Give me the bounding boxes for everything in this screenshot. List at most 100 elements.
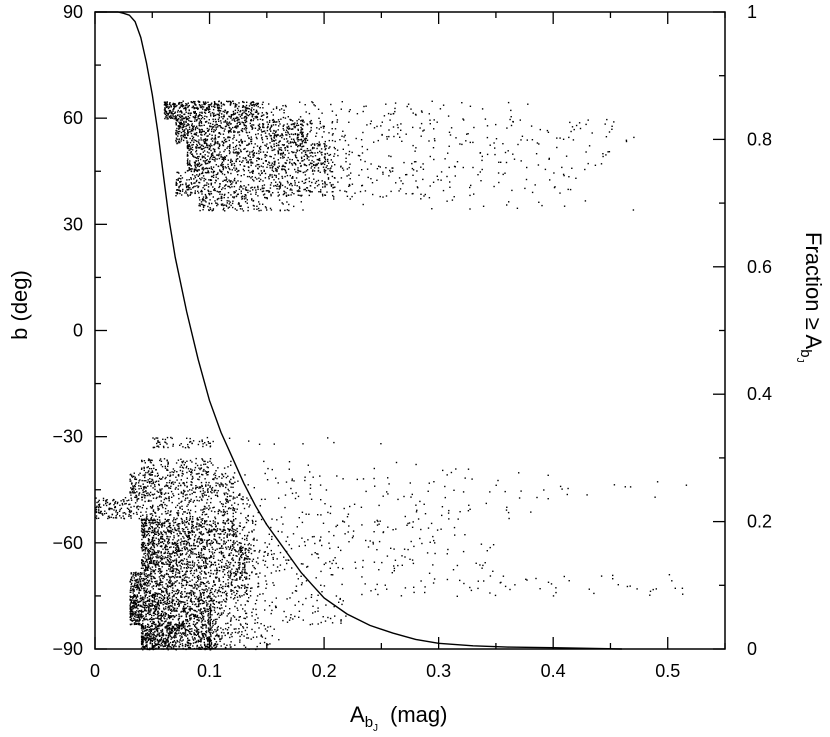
scatter-point bbox=[198, 174, 201, 176]
scatter-point bbox=[200, 190, 202, 193]
scatter-point bbox=[250, 164, 252, 167]
scatter-point bbox=[244, 538, 246, 541]
scatter-point bbox=[180, 134, 183, 137]
scatter-point bbox=[376, 524, 379, 526]
scatter-point bbox=[158, 441, 161, 443]
scatter-point bbox=[187, 532, 190, 534]
scatter-point bbox=[333, 198, 335, 200]
scatter-point bbox=[190, 112, 192, 114]
scatter-point bbox=[150, 507, 153, 509]
scatter-point bbox=[243, 567, 246, 569]
scatter-point bbox=[203, 124, 205, 126]
scatter-point bbox=[218, 106, 220, 108]
scatter-point bbox=[166, 552, 169, 554]
scatter-point bbox=[233, 529, 235, 531]
scatter-point bbox=[611, 128, 613, 130]
scatter-point bbox=[214, 200, 216, 202]
scatter-point bbox=[241, 195, 244, 197]
scatter-point bbox=[220, 170, 222, 172]
scatter-point bbox=[337, 154, 339, 157]
scatter-point bbox=[324, 185, 326, 187]
scatter-point bbox=[253, 153, 255, 155]
scatter-point bbox=[277, 159, 279, 161]
scatter-point bbox=[197, 156, 199, 158]
scatter-point bbox=[432, 147, 435, 149]
scatter-point bbox=[284, 117, 287, 119]
scatter-point bbox=[204, 513, 206, 516]
scatter-point bbox=[230, 507, 232, 510]
scatter-point bbox=[185, 103, 187, 105]
scatter-point bbox=[342, 130, 344, 132]
scatter-point bbox=[136, 513, 138, 515]
scatter-point bbox=[208, 528, 210, 530]
scatter-point bbox=[270, 111, 273, 113]
scatter-point bbox=[192, 149, 194, 151]
scatter-point bbox=[168, 558, 171, 560]
scatter-point bbox=[207, 539, 209, 541]
scatter-point bbox=[257, 102, 259, 105]
scatter-point bbox=[158, 557, 160, 559]
scatter-point bbox=[389, 169, 391, 172]
scatter-point bbox=[258, 128, 261, 130]
scatter-point bbox=[231, 557, 234, 559]
scatter-point bbox=[191, 489, 193, 491]
scatter-point bbox=[188, 144, 190, 146]
scatter-point bbox=[208, 534, 211, 536]
scatter-point bbox=[180, 458, 182, 460]
scatter-point bbox=[209, 442, 211, 444]
scatter-point bbox=[272, 121, 274, 123]
scatter-point bbox=[179, 523, 181, 525]
scatter-point bbox=[197, 165, 199, 167]
scatter-point bbox=[297, 134, 300, 136]
scatter-point bbox=[303, 182, 305, 184]
scatter-point bbox=[203, 180, 205, 182]
scatter-point bbox=[175, 133, 178, 136]
scatter-point bbox=[585, 123, 587, 126]
scatter-point bbox=[324, 140, 326, 143]
scatter-point bbox=[337, 566, 339, 569]
plot-frame bbox=[94, 11, 726, 650]
scatter-point bbox=[335, 525, 337, 528]
scatter-point bbox=[195, 462, 197, 465]
scatter-point bbox=[172, 539, 174, 541]
scatter-point bbox=[221, 473, 223, 475]
scatter-point bbox=[420, 193, 422, 195]
scatter-point bbox=[194, 129, 197, 131]
scatter-point bbox=[247, 556, 249, 558]
scatter-point bbox=[246, 132, 248, 134]
scatter-point bbox=[239, 123, 242, 125]
scatter-point bbox=[312, 146, 314, 149]
scatter-point bbox=[329, 182, 331, 184]
scatter-point bbox=[299, 145, 301, 147]
scatter-point bbox=[222, 552, 224, 554]
scatter-point bbox=[233, 185, 236, 188]
scatter-point bbox=[168, 481, 171, 484]
scatter-point bbox=[271, 149, 273, 152]
scatter-point bbox=[530, 511, 532, 513]
scatter-point bbox=[605, 154, 607, 156]
scatter-point bbox=[208, 104, 211, 106]
scatter-point bbox=[235, 167, 237, 169]
scatter-point bbox=[336, 524, 339, 526]
scatter-point bbox=[236, 104, 238, 106]
scatter-point bbox=[348, 153, 350, 156]
scatter-point bbox=[387, 493, 389, 495]
scatter-point bbox=[222, 505, 224, 508]
scatter-point bbox=[467, 133, 469, 135]
scatter-point bbox=[242, 105, 245, 108]
scatter-point bbox=[279, 135, 281, 137]
scatter-point bbox=[180, 131, 183, 134]
scatter-point bbox=[189, 145, 191, 147]
scatter-point bbox=[155, 531, 157, 533]
scatter-point bbox=[211, 525, 213, 528]
scatter-point bbox=[286, 187, 289, 189]
scatter-point bbox=[269, 175, 271, 177]
scatter-point bbox=[313, 147, 315, 149]
scatter-point bbox=[176, 512, 178, 514]
scatter-point bbox=[207, 122, 210, 124]
scatter-point bbox=[166, 469, 168, 471]
scatter-point bbox=[215, 141, 217, 144]
scatter-point bbox=[162, 501, 165, 504]
scatter-point bbox=[151, 459, 153, 462]
scatter-point bbox=[243, 148, 245, 150]
